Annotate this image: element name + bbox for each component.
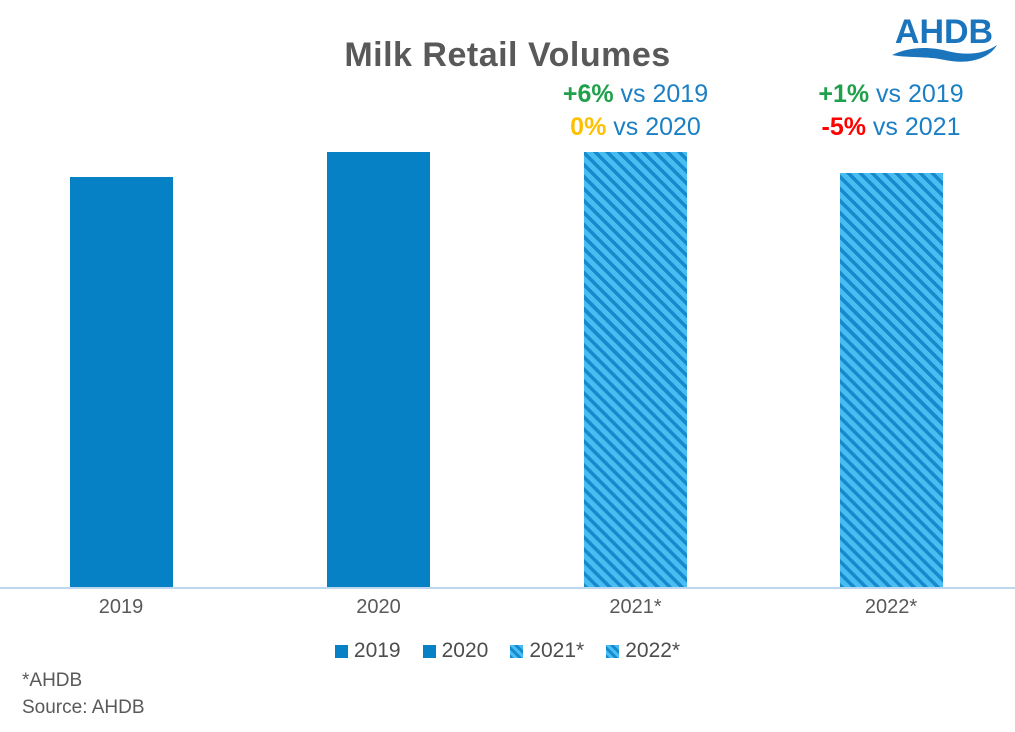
ahdb-logo-wave-icon (892, 45, 997, 62)
annotation-line: -5% vs 2021 (818, 111, 963, 144)
footer-notes: *AHDB Source: AHDB (22, 667, 145, 721)
legend-swatch-solid-icon (422, 644, 436, 658)
legend-item-2019: 2019 (334, 639, 401, 663)
annotation-value: 0% (570, 113, 607, 141)
x-label-2021: 2021* (609, 596, 662, 618)
legend-item-2022: 2022* (606, 639, 680, 663)
annotation-value: +1% (818, 80, 870, 108)
legend-item-2020: 2020 (422, 639, 489, 663)
legend-swatch-solid-icon (334, 644, 348, 658)
x-label-2020: 2020 (356, 596, 401, 618)
source-note: Source: AHDB (22, 697, 145, 718)
bar-2019 (69, 176, 173, 588)
annotation-value: +6% (562, 80, 614, 108)
x-label-2022: 2022* (864, 596, 918, 618)
chart-title: Milk Retail Volumes (344, 36, 671, 74)
bar-2022 (839, 172, 943, 588)
annotation-comparison: vs 2020 (606, 113, 701, 141)
annotation-line: +1% vs 2019 (818, 78, 963, 111)
annotation-line: 0% vs 2020 (563, 111, 708, 144)
x-axis-line (0, 587, 1015, 589)
annotation-comparison: vs 2019 (869, 80, 964, 108)
footnote: *AHDB (22, 670, 83, 691)
legend-swatch-hatched-icon (606, 644, 620, 658)
annotation-comparison: vs 2021 (865, 113, 961, 141)
legend: 2019 2020 2021* 2022* (0, 639, 1015, 663)
bar-2021 (584, 152, 687, 588)
annotation-2021: +6% vs 2019 0% vs 2020 (563, 78, 708, 144)
legend-label: 2019 (353, 639, 401, 662)
legend-label: 2020 (441, 639, 489, 662)
legend-label: 2022* (625, 639, 681, 662)
ahdb-logo: AHDB (892, 13, 997, 62)
legend-item-2021: 2021* (510, 639, 584, 663)
bar-2020 (327, 152, 430, 588)
legend-label: 2021* (529, 639, 585, 662)
x-label-2019: 2019 (98, 596, 144, 618)
ahdb-logo-text: AHDB (895, 13, 993, 51)
annotation-comparison: vs 2019 (613, 80, 709, 108)
annotation-line: +6% vs 2019 (563, 78, 708, 111)
annotation-2022: +1% vs 2019 -5% vs 2021 (818, 78, 963, 144)
legend-swatch-hatched-icon (510, 644, 524, 658)
annotation-value: -5% (821, 113, 866, 141)
